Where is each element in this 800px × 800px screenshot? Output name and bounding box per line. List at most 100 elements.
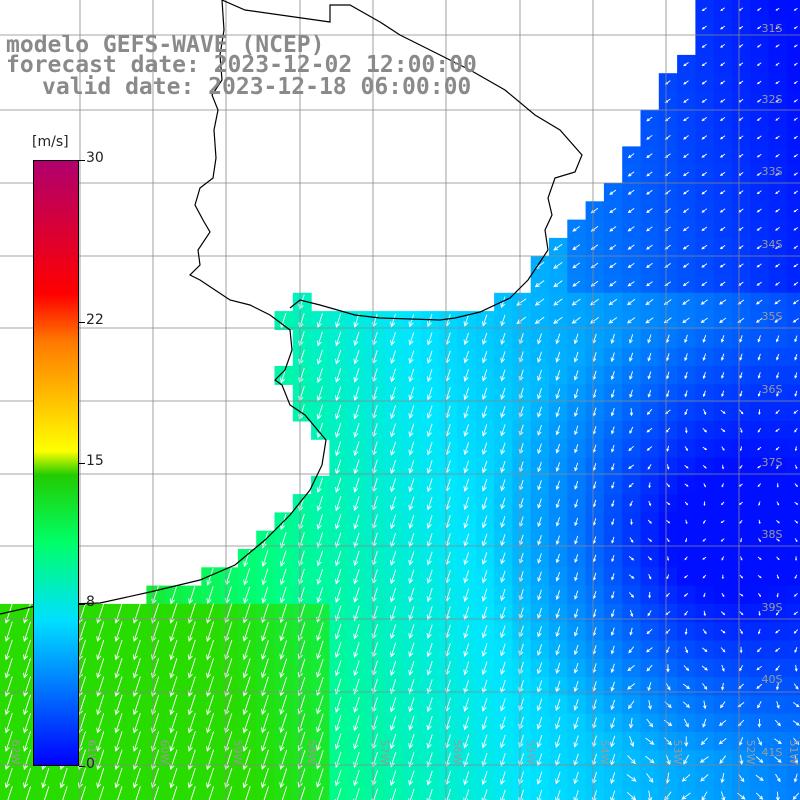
wind-arrow [555,771,561,785]
wind-arrow [702,683,708,690]
wind-arrow [481,588,488,602]
wind-arrow [610,627,615,637]
wind-arrow [242,639,251,661]
wind-arrow [792,792,800,800]
wind-arrow [682,281,690,287]
wind-arrow [610,681,615,692]
wind-arrow [756,263,762,268]
wind-arrow [775,611,780,616]
lon-label: 51W [787,740,800,765]
wind-arrow [4,712,13,734]
wind-cell [146,786,166,800]
wind-arrow [408,697,415,713]
wind-arrow [793,44,798,48]
wind-arrow [684,371,688,380]
wind-arrow [389,642,397,658]
wind-arrow [793,245,799,249]
wind-arrow [481,734,488,749]
wind-cell [786,713,800,733]
wind-arrow [794,519,799,524]
wind-arrow [316,422,324,439]
wind-arrow [390,405,397,420]
wind-arrow [793,593,798,597]
wind-arrow [627,755,636,765]
wind-arrow [776,520,780,524]
wind-arrow [684,464,689,469]
wind-cell [622,786,642,800]
wind-arrow [701,117,708,122]
wind-cell [439,786,459,800]
lat-label: 37S [762,456,783,469]
wind-arrow [756,153,762,158]
wind-arrow [681,792,691,800]
wind-cell [128,786,147,800]
wind-arrow [775,172,780,176]
wind-arrow [279,713,288,734]
wind-arrow [96,603,105,624]
wind-arrow [757,446,762,451]
lon-label: 52W [744,740,757,765]
wind-arrow [719,281,726,286]
wind-arrow [242,749,251,771]
wind-arrow [334,788,342,800]
wind-arrow [500,442,506,455]
wind-arrow [647,371,652,380]
wind-arrow [720,117,726,122]
wind-arrow [701,190,708,195]
wind-cell [457,786,477,800]
wind-arrow [242,621,251,642]
wind-arrow [720,25,726,30]
wind-arrow [335,331,342,347]
wind-cell [786,640,800,660]
wind-arrow [537,480,542,491]
wind-cell [219,786,239,800]
wind-arrow [463,405,470,419]
wind-arrow [610,389,615,399]
wind-arrow [757,353,761,361]
wind-arrow [646,208,653,213]
wind-arrow [132,639,141,661]
wind-arrow [500,332,506,345]
wind-arrow [481,515,488,529]
lat-label: 40S [762,673,783,686]
wind-arrow [187,603,196,624]
wind-arrow [739,390,743,397]
wind-arrow [739,464,743,469]
wind-arrow [574,590,579,600]
wind-arrow [758,593,762,597]
wind-arrow [481,351,488,364]
wind-arrow [626,317,636,324]
wind-arrow [701,98,707,103]
wind-arrow [408,460,415,475]
wind-arrow [537,369,542,382]
wind-arrow [334,660,342,677]
wind-arrow [536,753,543,767]
wind-arrow [775,263,780,268]
wind-arrow [169,658,178,679]
wind-arrow [683,190,689,195]
wind-arrow [463,679,470,694]
wind-arrow [96,676,105,697]
wind-arrow [627,281,635,287]
wind-arrow [793,62,798,66]
wind-arrow [609,189,617,195]
wind-arrow [481,478,488,492]
wind-arrow [719,226,726,232]
wind-arrow [629,389,633,399]
wind-arrow [756,117,762,121]
wind-cell [73,786,93,800]
wind-arrow [646,628,653,635]
wind-arrow [681,774,691,782]
wind-arrow [279,550,287,567]
wind-arrow [648,482,651,489]
wind-arrow [153,786,160,800]
wind-arrow [792,299,799,305]
wind-arrow [793,227,799,231]
wind-arrow [739,335,743,343]
wind-arrow [188,586,196,605]
wind-arrow [353,660,360,677]
wind-arrow [610,352,615,363]
wind-arrow [408,569,415,585]
wind-arrow [206,731,215,752]
